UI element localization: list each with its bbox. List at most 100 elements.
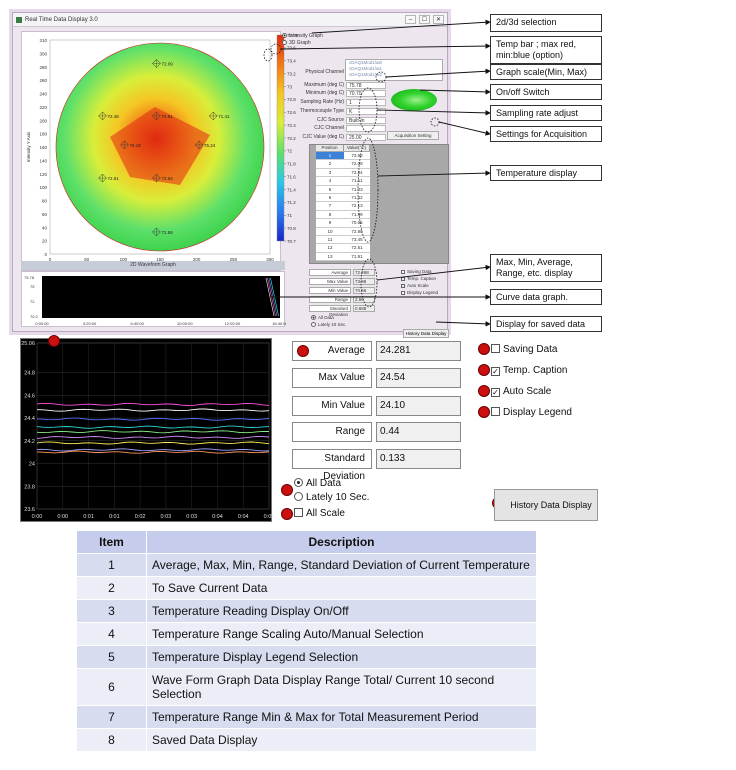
table-row[interactable]: 8 71.59 [316, 210, 370, 220]
colorbar-label: 72.6 [287, 110, 296, 115]
table-row[interactable]: 3 73.34 [316, 168, 370, 178]
mini-radio-option[interactable]: All Data [311, 315, 334, 320]
settings-value-field[interactable]: K [346, 108, 386, 115]
settings-value-field[interactable]: 70.70 [346, 90, 386, 97]
sensor-marker: 72.54 [152, 173, 173, 183]
stat-value: 24.54 [376, 368, 461, 388]
table-row[interactable]: 12 72.51 [316, 244, 370, 253]
settings-value-field[interactable] [346, 125, 386, 132]
waveform-series-line [36, 425, 270, 429]
channel-item[interactable]: cDAQ1Mod1/ai1 [349, 66, 383, 71]
x-tick-label: 3:20:00 [83, 321, 97, 326]
close-button[interactable]: ✕ [433, 15, 444, 24]
settings-value-field[interactable]: 1 [346, 99, 386, 106]
y-tick-label: 280 [39, 65, 47, 70]
channel-item[interactable]: cDAQ1Mod1/ai2 [349, 72, 383, 77]
3d-graph-radio[interactable]: 3D Graph [282, 40, 323, 47]
value-cell: 72.09 [344, 160, 370, 169]
settings-label: Physical Channel [305, 69, 344, 75]
position-cell: 2 [316, 160, 344, 169]
y-tick-label: 23.6 [24, 507, 35, 513]
temp-caption-checkbox[interactable]: ✓ Temp. Caption [491, 365, 568, 376]
on-off-switch[interactable] [391, 89, 437, 111]
mini-checkbox[interactable]: Saving Data [401, 269, 432, 274]
waveform-series-line [36, 417, 270, 421]
waveform-plot-area [42, 276, 280, 318]
svg-text:72.09: 72.09 [161, 61, 173, 66]
table-row[interactable]: 1 73.98 [316, 152, 370, 161]
acquisition-setting-button[interactable]: Acquisition Setting [387, 131, 439, 140]
channel-item[interactable]: cDAQ1Mod1/ai0 [349, 60, 383, 65]
table-row[interactable]: 13 71.91 [316, 252, 370, 262]
table-row[interactable]: 7 72.13 [316, 202, 370, 211]
settings-label: Thermocouple Type [299, 108, 344, 114]
minimize-button[interactable]: – [405, 15, 416, 24]
mini-checkbox[interactable]: Display Legend [401, 290, 438, 295]
svg-text:72.54: 72.54 [161, 176, 173, 181]
callout-graph-scale: Graph scale(Min, Max) [490, 64, 602, 80]
mini-checkbox[interactable]: Auto Scale [401, 283, 429, 288]
maximize-button[interactable]: ☐ [419, 15, 430, 24]
y-tick-label: 310 [39, 38, 47, 43]
position-cell: 7 [316, 202, 344, 211]
settings-value-field[interactable]: 75.78 [346, 82, 386, 89]
x-tick-label: 0:02 [135, 514, 146, 520]
history-data-display-button[interactable]: History Data Display [494, 489, 598, 521]
svg-text:71.41: 71.41 [218, 114, 230, 119]
window-title: Real Time Data Display 3.0 [25, 17, 98, 23]
checkbox-box[interactable] [491, 407, 500, 416]
auto-scale-checkbox[interactable]: ✓ Auto Scale [491, 386, 552, 397]
table-row[interactable]: 9 70.66 [316, 219, 370, 228]
lately-10-sec-radio[interactable]: Lately 10 Sec. [294, 492, 369, 504]
table-row[interactable]: 4 71.11 [316, 177, 370, 186]
mini-stat-value: 72.268 [353, 269, 375, 276]
marker-dot [478, 364, 490, 376]
y-tick-label: 20 [42, 239, 48, 244]
sensor-marker: 72.48 [98, 111, 119, 121]
callout-curve-data-graph: Curve data graph. [490, 289, 602, 305]
saving-data-checkbox[interactable]: Saving Data [491, 344, 557, 356]
x-tick-label: 6:40:00 [131, 321, 145, 326]
x-tick-label: 0:00:00 [35, 321, 49, 326]
table-row[interactable]: 11 73.45 [316, 236, 370, 245]
checkbox-box[interactable]: ✓ [491, 367, 500, 376]
y-tick-label: 300 [39, 51, 47, 56]
y-tick-label: 100 [39, 185, 47, 190]
callout-sampling-rate: Sampling rate adjust [490, 105, 602, 121]
checkbox-box[interactable]: ✓ [491, 388, 500, 397]
settings-label: Maximum (deg C) [304, 82, 344, 88]
y-tick-label: 24.4 [24, 416, 35, 422]
table-row[interactable]: 6 71.42 [316, 194, 370, 203]
checkbox-box[interactable] [491, 344, 500, 353]
x-tick-label: 12:00:00 [225, 321, 241, 326]
table-row: 3 Temperature Reading Display On/Off [76, 599, 537, 623]
display-legend-checkbox[interactable]: Display Legend [491, 407, 572, 419]
mini-history-button[interactable]: History Data Display [403, 329, 449, 338]
all-data-radio[interactable]: All Data [294, 478, 341, 490]
value-cell: 71.91 [344, 252, 370, 262]
temperature-position-table: Position Value(°C) 1 73.98 2 72.09 3 73.34 4 71… [309, 144, 449, 264]
stat-value: 0.44 [376, 422, 461, 442]
position-cell: 13 [316, 252, 344, 262]
mini-stat-value: 0.688 [353, 305, 375, 312]
settings-value-field[interactable]: Built-In [346, 117, 386, 124]
colorbar-label: 71 [287, 213, 293, 218]
mini-checkbox[interactable]: Temp. Caption [401, 276, 436, 281]
mini-radio-option[interactable]: Lately 10 Sec. [311, 322, 347, 327]
colorbar-label: 73.2 [287, 71, 296, 76]
value-cell: 71.42 [344, 194, 370, 203]
settings-label: Sampling Rate (Hz) [300, 99, 344, 105]
table-row[interactable]: 10 72.85 [316, 227, 370, 236]
settings-value-field[interactable]: 25.00 [346, 134, 386, 141]
colorbar-label: 73 [287, 84, 293, 89]
marker-dot [281, 484, 293, 496]
table-row[interactable]: 2 72.09 [316, 160, 370, 169]
position-cell: 6 [316, 194, 344, 203]
intensity-graph-radio[interactable]: Intensity Graph [282, 33, 323, 40]
y-tick-label: 40 [42, 225, 48, 230]
table-row[interactable]: 5 71.03 [316, 185, 370, 194]
table-row: 7 Temperature Range Min & Max for Total M… [76, 705, 537, 729]
x-tick-label: 300 [266, 257, 274, 262]
value-cell: 73.45 [344, 236, 370, 245]
all-scale-checkbox[interactable]: All Scale [294, 508, 345, 520]
